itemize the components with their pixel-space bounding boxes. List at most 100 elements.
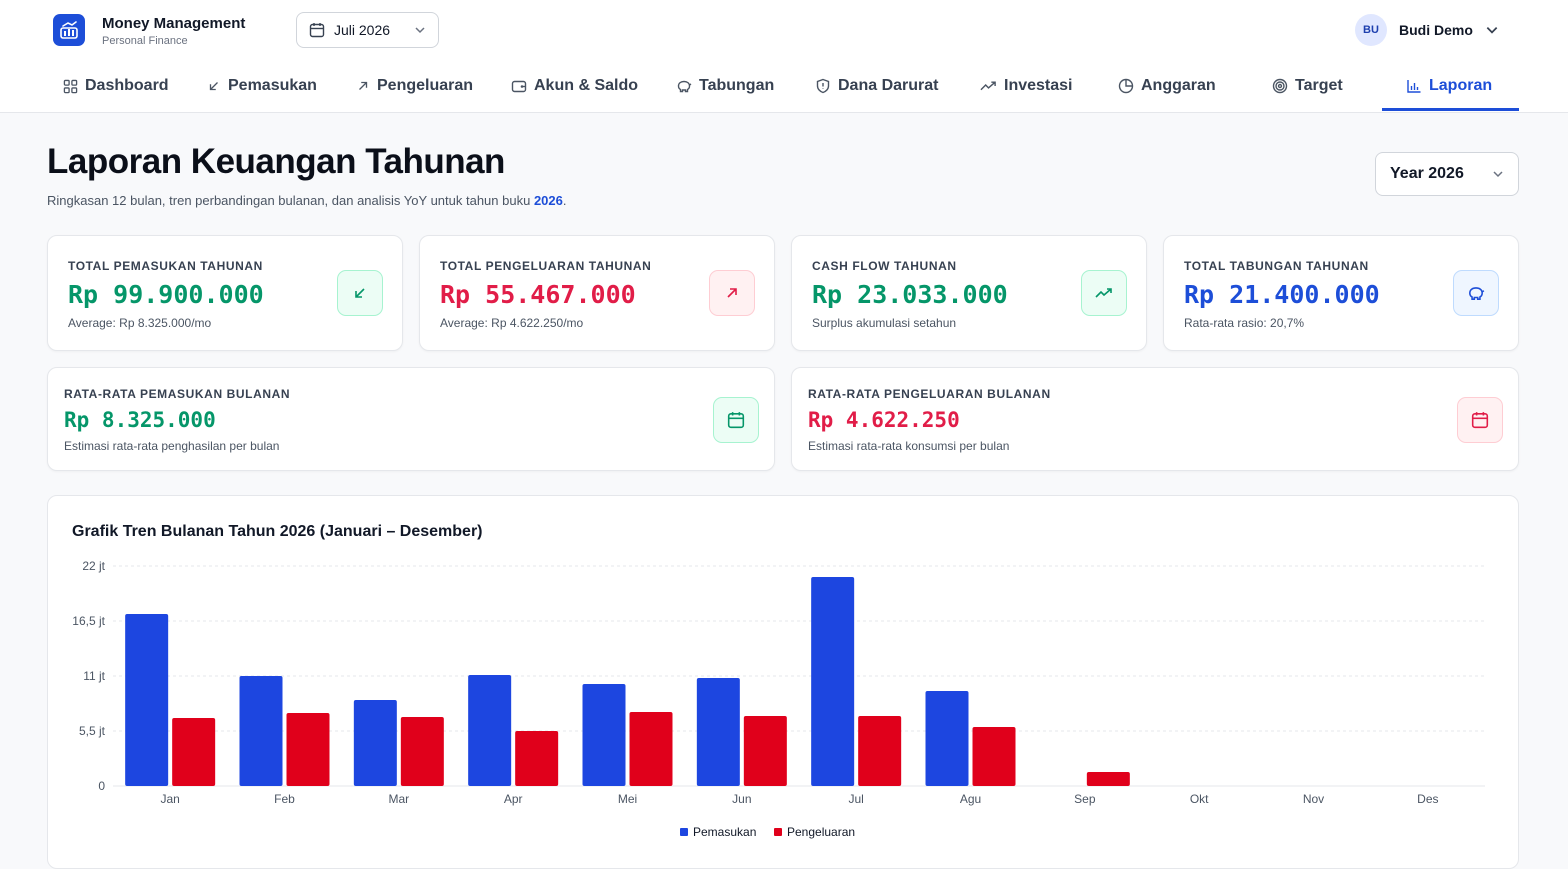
bar-pengeluaran[interactable] (972, 727, 1016, 786)
month-picker-value: Juli 2026 (334, 22, 391, 38)
app-subtitle: Personal Finance (102, 35, 188, 47)
card-value: Rp 4.622.250 (808, 408, 960, 432)
card-note: Estimasi rata-rata penghasilan per bulan (64, 439, 280, 453)
arrow-up-right-icon (359, 81, 368, 90)
arrow-down-left-icon (209, 82, 218, 91)
nav-item-label: Pemasukan (228, 77, 317, 94)
x-tick-label: Sep (1074, 792, 1096, 806)
chevron-down-icon (1486, 27, 1498, 34)
bar-pemasukan[interactable] (468, 675, 512, 786)
x-tick-label: Feb (274, 792, 295, 806)
wallet-icon (511, 80, 527, 93)
x-tick-label: Apr (504, 792, 523, 806)
calendar-icon (713, 397, 759, 443)
nav-item-label: Dana Darurat (838, 77, 939, 94)
app-logo-icon[interactable] (53, 14, 85, 46)
nav-item-anggaran[interactable]: Anggaran (1118, 60, 1216, 112)
bar-chart-icon (1407, 80, 1421, 93)
card-avg-expense: RATA-RATA PENGELUARAN BULANAN Rp 4.622.2… (791, 367, 1519, 471)
app-title: Money Management (102, 15, 246, 32)
bar-pemasukan[interactable] (125, 614, 169, 786)
x-tick-label: Des (1417, 792, 1438, 806)
legend-label[interactable]: Pemasukan (693, 825, 756, 839)
nav-active-indicator (1382, 108, 1519, 111)
piggy-bank-icon (1453, 270, 1499, 316)
trending-up-icon (1081, 270, 1127, 316)
card-note: Average: Rp 4.622.250/mo (440, 316, 584, 330)
bar-pengeluaran[interactable] (515, 731, 559, 786)
user-menu[interactable]: BU Budi Demo (1355, 13, 1499, 47)
main-nav: Dashboard Pemasukan Pengeluaran Akun & S… (0, 60, 1568, 112)
calendar-icon (1457, 397, 1503, 443)
pie-chart-icon (1118, 78, 1134, 94)
x-tick-label: Mei (618, 792, 637, 806)
card-value: Rp 99.900.000 (68, 280, 264, 309)
y-tick-label: 5,5 jt (79, 724, 106, 738)
chevron-down-icon (1493, 171, 1503, 178)
nav-item-label: Akun & Saldo (534, 77, 639, 94)
nav-item-label: Investasi (1004, 77, 1073, 94)
arrow-up-right-icon (709, 270, 755, 316)
bar-pemasukan[interactable] (582, 684, 626, 786)
monthly-trend-chart: 0 5,5 jt 11 jt 16,5 jt 22 jt Jan Feb Mar Apr Mei J… (72, 559, 1485, 839)
card-label: TOTAL TABUNGAN TAHUNAN (1184, 259, 1369, 273)
bar-pemasukan[interactable] (239, 676, 283, 786)
trending-up-icon (980, 81, 996, 91)
y-tick-label: 0 (98, 779, 105, 793)
nav-item-dashboard[interactable]: Dashboard (63, 60, 169, 112)
year-select-value: Year 2026 (1390, 165, 1464, 182)
card-label: TOTAL PENGELUARAN TAHUNAN (440, 259, 652, 273)
nav-item-investasi[interactable]: Investasi (980, 60, 1072, 112)
nav-item-target[interactable]: Target (1272, 60, 1343, 112)
avatar: BU (1355, 14, 1387, 46)
card-value: Rp 23.033.000 (812, 280, 1008, 309)
card-total-income: TOTAL PEMASUKAN TAHUNAN Rp 99.900.000 Av… (47, 235, 403, 351)
legend-swatch[interactable] (774, 828, 782, 836)
card-label: RATA-RATA PENGELUARAN BULANAN (808, 387, 1051, 401)
bar-pengeluaran[interactable] (286, 713, 330, 786)
card-note: Surplus akumulasi setahun (812, 316, 957, 330)
nav-item-label: Pengeluaran (377, 77, 474, 94)
x-tick-label: Jan (160, 792, 179, 806)
nav-item-dana-darurat[interactable]: Dana Darurat (815, 60, 938, 112)
x-tick-label: Mar (388, 792, 409, 806)
nav-item-label: Laporan (1429, 77, 1493, 94)
legend-swatch[interactable] (680, 828, 688, 836)
target-icon (1272, 78, 1288, 94)
top-bar: Money Management Personal Finance Juli 2… (0, 0, 1568, 113)
bar-pemasukan[interactable] (696, 678, 740, 786)
nav-item-akun-saldo[interactable]: Akun & Saldo (511, 60, 638, 112)
legend-label[interactable]: Pengeluaran (787, 825, 855, 839)
piggy-bank-icon (677, 80, 692, 93)
nav-item-label: Tabungan (699, 77, 775, 94)
nav-item-pengeluaran[interactable]: Pengeluaran (356, 60, 473, 112)
bar-pengeluaran[interactable] (400, 717, 444, 786)
shield-icon (816, 78, 830, 94)
card-label: RATA-RATA PEMASUKAN BULANAN (64, 387, 291, 401)
nav-item-pemasukan[interactable]: Pemasukan (207, 60, 317, 112)
nav-item-laporan[interactable]: Laporan (1406, 60, 1492, 112)
user-name: Budi Demo (1399, 22, 1473, 38)
page-subtitle-year: 2026 (533, 193, 563, 208)
card-cash-flow: CASH FLOW TAHUNAN Rp 23.033.000 Surplus … (791, 235, 1147, 351)
bar-pengeluaran[interactable] (858, 716, 902, 786)
chevron-down-icon (415, 27, 425, 34)
bar-pengeluaran[interactable] (1086, 772, 1130, 786)
bar-pengeluaran[interactable] (172, 718, 216, 786)
grid-icon (63, 79, 78, 93)
bar-pengeluaran[interactable] (743, 716, 787, 786)
bar-pemasukan[interactable] (353, 700, 397, 786)
card-label: TOTAL PEMASUKAN TAHUNAN (68, 259, 263, 273)
page-subtitle: Ringkasan 12 bulan, tren perbandingan bu… (47, 193, 566, 208)
month-picker[interactable]: Juli 2026 (296, 12, 439, 48)
bar-pemasukan[interactable] (925, 691, 969, 786)
card-label: CASH FLOW TAHUNAN (812, 259, 957, 273)
x-tick-label: Nov (1303, 792, 1324, 806)
arrow-down-left-icon (337, 270, 383, 316)
card-value: Rp 55.467.000 (440, 280, 636, 309)
bar-pengeluaran[interactable] (629, 712, 673, 786)
year-select[interactable]: Year 2026 (1375, 152, 1519, 196)
bar-pemasukan[interactable] (811, 577, 855, 786)
nav-item-label: Dashboard (85, 77, 169, 94)
nav-item-tabungan[interactable]: Tabungan (676, 60, 774, 112)
